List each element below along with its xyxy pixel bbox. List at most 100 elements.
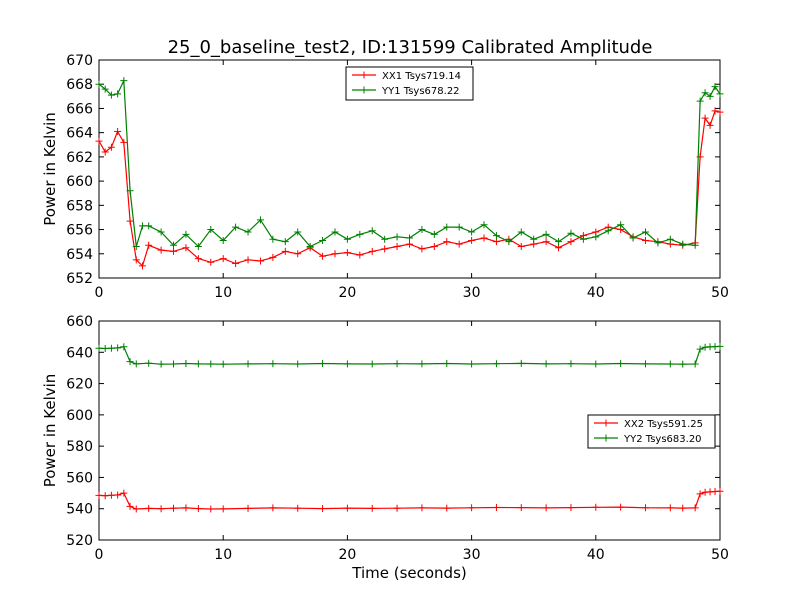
top-y-tick-label: 652 (66, 271, 93, 287)
top-y-tick-label: 670 (66, 53, 93, 69)
bottom-data-point (542, 360, 550, 368)
top-data-point (542, 238, 550, 246)
top-data-point (701, 89, 709, 97)
top-y-axis-label: Power in Kelvin (41, 112, 59, 226)
top-data-point (281, 238, 289, 246)
top-data-point (711, 107, 719, 115)
top-data-point (207, 258, 215, 266)
bottom-data-point (696, 490, 704, 498)
top-y-tick-label: 656 (66, 223, 93, 239)
top-y-tick-label: 668 (66, 77, 93, 93)
top-data-point (114, 90, 122, 98)
bottom-data-point (95, 491, 103, 499)
top-data-point (567, 238, 575, 246)
bottom-data-point (132, 360, 140, 368)
top-data-point (443, 238, 451, 246)
bottom-data-point (145, 504, 153, 512)
bottom-data-point (393, 504, 401, 512)
bottom-data-point (182, 360, 190, 368)
top-data-point (138, 222, 146, 230)
top-data-point (170, 241, 178, 249)
top-data-point (555, 244, 563, 252)
top-data-point (641, 228, 649, 236)
bottom-y-axis-label: Power in Kelvin (41, 374, 59, 488)
bottom-data-point (343, 504, 351, 512)
top-data-point (368, 247, 376, 255)
top-x-tick-label: 20 (338, 285, 356, 301)
bottom-data-point (95, 344, 103, 352)
top-data-point (393, 233, 401, 241)
top-y-tick-label: 666 (66, 101, 93, 117)
top-data-point (455, 223, 463, 231)
top-legend-marker (360, 71, 368, 79)
bottom-data-point (269, 504, 277, 512)
top-x-tick-label: 10 (214, 285, 232, 301)
top-data-point (95, 137, 103, 145)
bottom-data-point (418, 360, 426, 368)
bottom-data-point (716, 342, 724, 350)
top-data-point (194, 255, 202, 263)
bottom-data-point (418, 504, 426, 512)
bottom-data-point (319, 505, 327, 513)
top-data-point (306, 243, 314, 251)
top-data-point (679, 240, 687, 248)
top-series-line-1 (98, 110, 721, 268)
top-data-point (294, 250, 302, 258)
top-data-point (356, 251, 364, 259)
bottom-data-point (468, 360, 476, 368)
top-data-point (356, 230, 364, 238)
top-legend-marker (360, 86, 368, 94)
top-data-point (256, 257, 264, 265)
bottom-data-point (443, 360, 451, 368)
bottom-data-point (157, 360, 165, 368)
top-data-point (468, 236, 476, 244)
bottom-plot-panel: 0 10 20 30 40 50 520 540 560 580 600 620 640 660 Power… (41, 314, 729, 582)
bottom-data-point (294, 504, 302, 512)
bottom-data-point (691, 360, 699, 368)
bottom-data-point (120, 343, 128, 351)
top-data-point (406, 240, 413, 248)
bottom-data-point (716, 487, 724, 495)
top-series-line-2 (98, 80, 721, 248)
bottom-data-point (145, 359, 153, 367)
bottom-data-point (101, 345, 109, 353)
bottom-data-point (393, 360, 401, 368)
top-data-point (101, 85, 109, 93)
bottom-data-point (517, 504, 525, 512)
top-data-point (157, 228, 165, 236)
bottom-y-tick-label: 520 (66, 533, 93, 549)
top-data-point (256, 216, 264, 224)
bottom-data-point (666, 360, 674, 368)
top-data-point (480, 221, 488, 229)
bottom-data-point (319, 360, 327, 368)
top-data-point (654, 239, 662, 247)
top-data-point (101, 148, 109, 156)
top-data-point (368, 227, 376, 235)
top-data-point (691, 241, 699, 249)
bottom-data-point (157, 505, 165, 513)
top-data-point (567, 229, 575, 237)
bottom-x-tick-label: 0 (95, 547, 104, 563)
bottom-data-point (567, 504, 575, 512)
top-y-tick-label: 660 (66, 174, 93, 190)
top-data-point (666, 235, 674, 243)
bottom-data-point (170, 360, 178, 368)
bottom-y-tick-label: 540 (66, 502, 93, 518)
top-data-point (418, 226, 426, 234)
top-data-point (132, 243, 140, 251)
top-data-point (207, 226, 215, 234)
bottom-data-point (126, 358, 134, 366)
top-legend-label: XX1 Tsys719.14 (382, 71, 461, 82)
top-data-point (145, 241, 153, 249)
bottom-data-point (219, 360, 227, 368)
bottom-data-point (114, 344, 122, 352)
bottom-x-tick-label: 40 (587, 547, 605, 563)
bottom-data-point (368, 504, 376, 512)
bottom-data-point (207, 505, 215, 513)
top-data-point (269, 235, 277, 243)
bottom-data-point (617, 360, 625, 368)
top-data-point (343, 249, 351, 257)
bottom-x-tick-label: 50 (711, 547, 729, 563)
bottom-data-point (641, 504, 649, 512)
top-data-point (182, 230, 190, 238)
